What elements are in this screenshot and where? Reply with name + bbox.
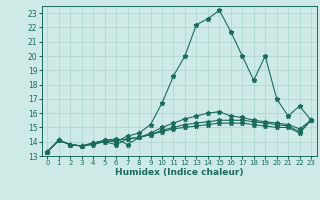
X-axis label: Humidex (Indice chaleur): Humidex (Indice chaleur) bbox=[115, 168, 244, 177]
